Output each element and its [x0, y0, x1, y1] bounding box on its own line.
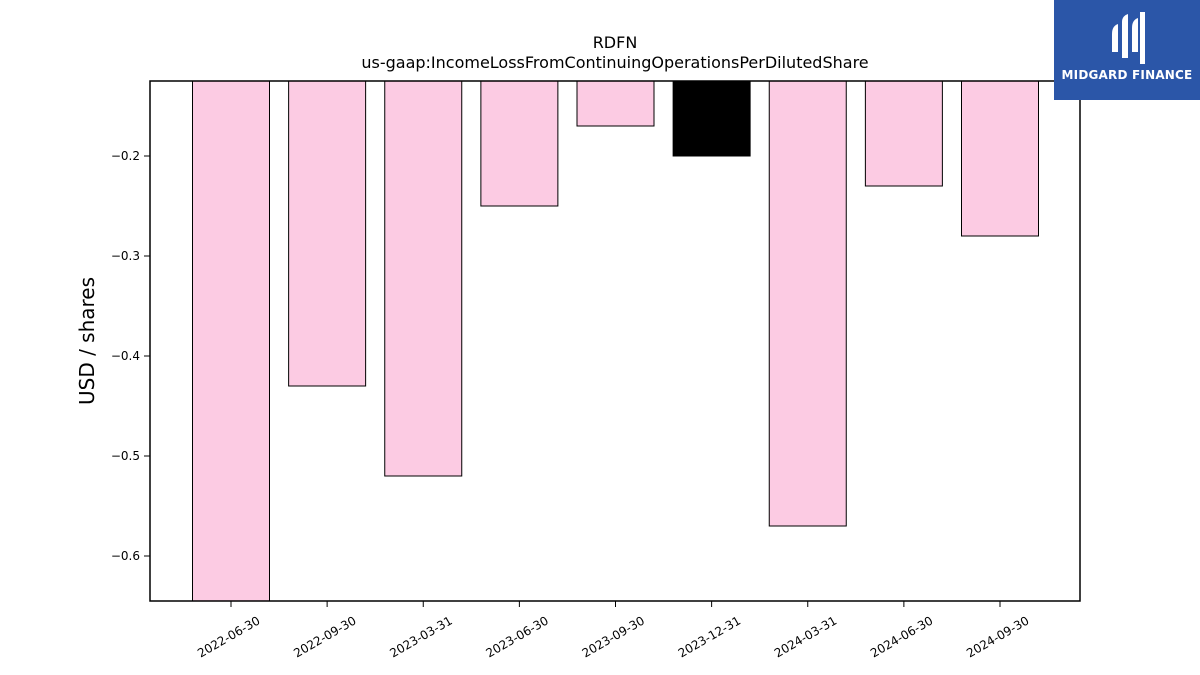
x-ticks: 2022-06-30 2022-09-30 2023-03-31 2023-06-30… [195, 601, 1032, 660]
midgard-finance-logo: MIDGARD FINANCE [1054, 0, 1200, 100]
x-tick-label: 2022-09-30 [291, 613, 358, 660]
y-ticks: −0.2 −0.3 −0.4 −0.5 −0.6 [111, 149, 150, 563]
x-tick-label: 2024-06-30 [868, 613, 935, 660]
y-tick-label: −0.2 [111, 149, 140, 163]
x-tick-label: 2023-09-30 [580, 613, 647, 660]
bar-2024-09-30 [961, 80, 1039, 237]
bars-layer [192, 80, 1039, 602]
x-tick-label: 2023-06-30 [483, 613, 550, 660]
x-tick-label: 2023-03-31 [387, 613, 454, 660]
midgard-logo-icon [1112, 12, 1145, 64]
bar-2023-03-31 [384, 80, 463, 477]
y-tick-label: −0.4 [111, 349, 140, 363]
x-tick-label: 2024-09-30 [964, 613, 1031, 660]
bar-2023-06-30 [480, 80, 559, 207]
logo-text: MIDGARD FINANCE [1061, 68, 1193, 82]
y-axis-label: USD / shares [75, 277, 99, 405]
bar-2022-06-30 [192, 80, 270, 602]
x-tick-label: 2024-03-31 [772, 613, 839, 660]
y-tick-label: −0.6 [111, 549, 140, 563]
bar-2024-03-31 [768, 80, 847, 527]
x-tick-label: 2022-06-30 [195, 613, 262, 660]
bar-2024-06-30 [864, 80, 943, 187]
x-tick-label: 2023-12-31 [676, 613, 743, 660]
y-tick-label: −0.3 [111, 249, 140, 263]
chart-title: RDFN [593, 33, 638, 52]
y-tick-label: −0.5 [111, 449, 140, 463]
plot-frame [149, 80, 1081, 602]
bar-2023-09-30 [576, 80, 655, 127]
bar-2022-09-30 [288, 80, 367, 387]
bar-2023-12-31 [672, 80, 751, 157]
chart-subtitle: us-gaap:IncomeLossFromContinuingOperatio… [361, 53, 868, 72]
